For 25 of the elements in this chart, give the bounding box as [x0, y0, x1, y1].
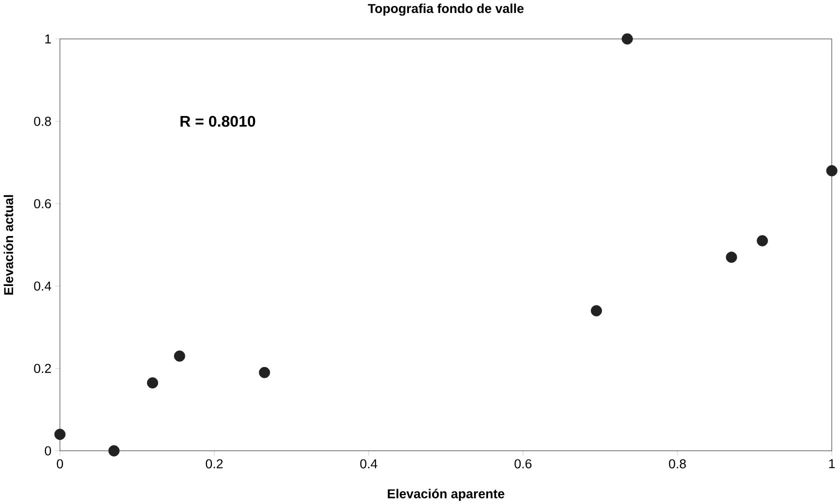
chart-title: Topografia fondo de valle [368, 3, 524, 16]
point [174, 350, 186, 362]
point [108, 444, 120, 456]
x-tick-label: 1 [829, 458, 835, 468]
x-tick-label: 0.6 [514, 458, 532, 468]
y-tick-label: 0.8 [34, 116, 51, 126]
point [726, 251, 738, 263]
point [756, 234, 768, 246]
y-tick-label: 0 [44, 446, 52, 456]
y-tick-label: 1 [45, 34, 51, 44]
x-axis-title: Elevación aparente [388, 488, 504, 501]
point [54, 428, 66, 440]
point [622, 33, 633, 44]
point [258, 366, 270, 378]
annotation: R = 0.8010 [180, 116, 256, 127]
x-tick-label: 0.2 [206, 458, 223, 468]
y-tick-label: 0.4 [34, 281, 52, 290]
x-tick-label: 0.8 [668, 458, 686, 468]
y-tick-label: 0.2 [34, 364, 51, 373]
y-axis-title: Elevación actual [4, 194, 14, 294]
x-tick-label: 0.4 [360, 458, 378, 468]
point [590, 304, 602, 316]
x-tick-label: 0 [56, 458, 64, 468]
point [146, 377, 158, 388]
y-tick-label: 0.6 [34, 198, 51, 208]
